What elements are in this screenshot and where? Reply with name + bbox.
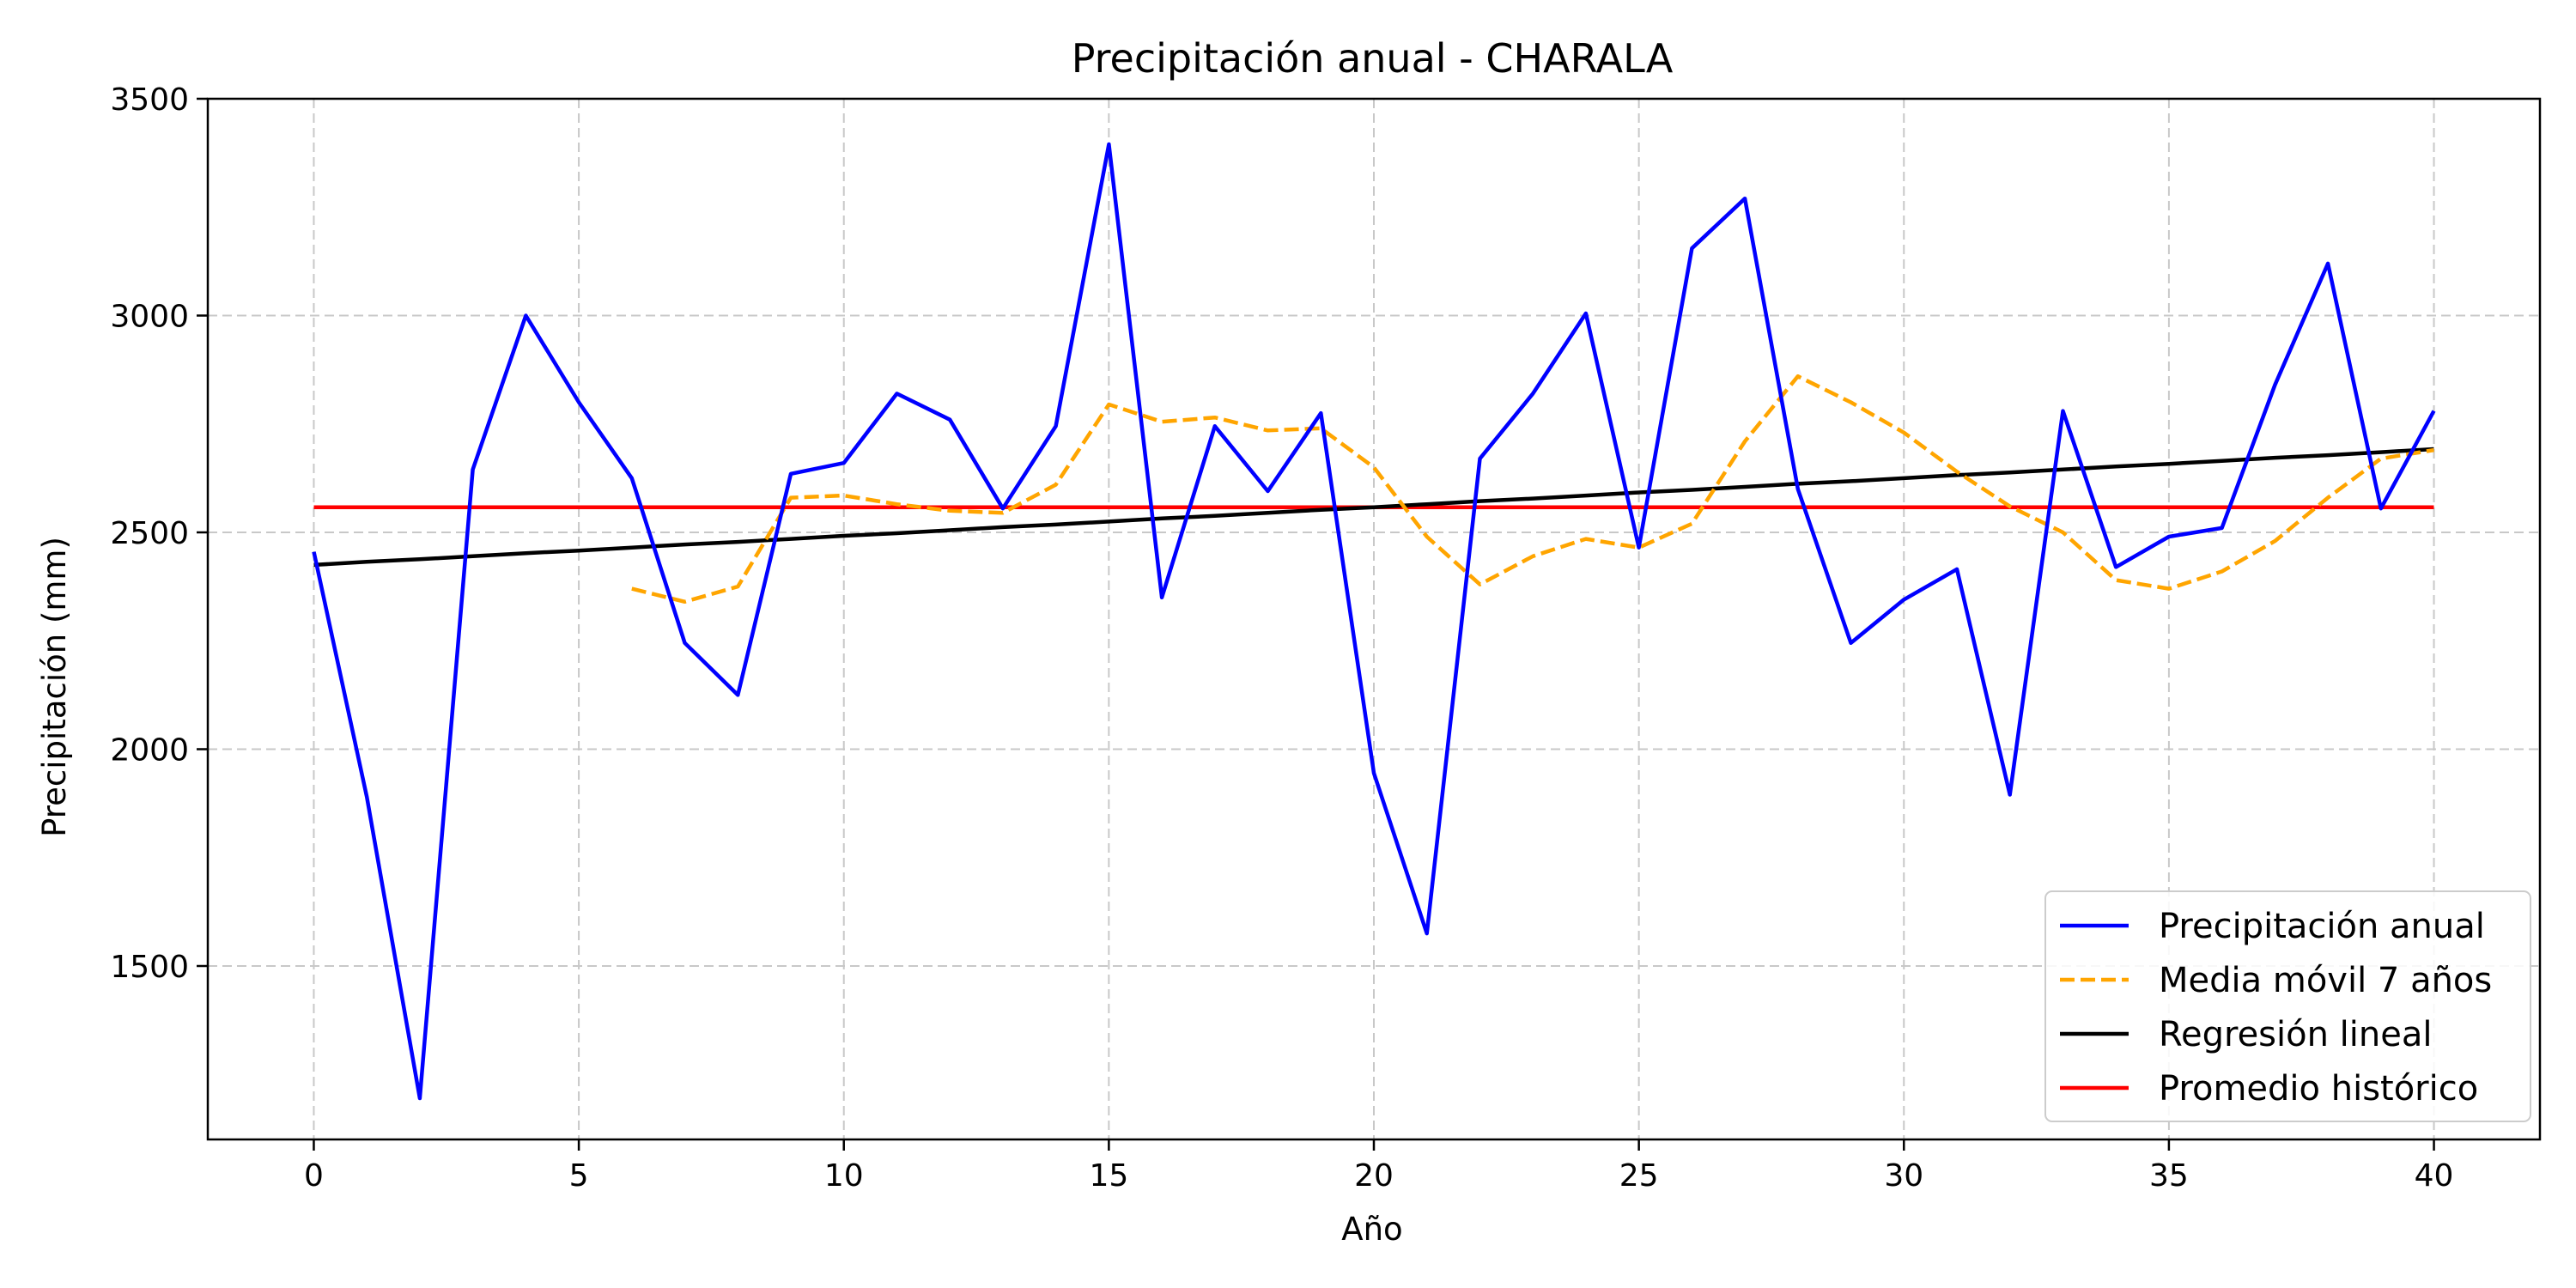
series-line-1 <box>312 142 2436 1101</box>
y-tick-label: 2500 <box>110 516 189 551</box>
x-tick-label: 40 <box>2415 1158 2454 1194</box>
x-tick-label: 25 <box>1619 1158 1659 1194</box>
x-tick-label: 0 <box>304 1158 324 1194</box>
x-tick-label: 10 <box>824 1158 864 1194</box>
legend-box <box>2044 890 2531 1122</box>
ticks: 0 5 10 15 20 25 30 35 40 1500 2000 2500 3000 3500 <box>110 82 2453 1194</box>
x-axis-title: Año <box>1341 1211 1402 1248</box>
legend-label: Precipitación anual <box>2159 907 2485 946</box>
y-tick-label: 1500 <box>110 950 189 985</box>
legend-label: Promedio histórico <box>2159 1069 2478 1109</box>
x-tick-label: 30 <box>1884 1158 1923 1194</box>
x-tick-label: 15 <box>1089 1158 1128 1194</box>
y-axis-title: Precipitación (mm) <box>36 537 73 837</box>
series-line-2 <box>631 374 2434 605</box>
series-layer <box>312 142 2436 1101</box>
chart-title: Precipitación anual - CHARALA <box>1072 35 1674 82</box>
x-tick-label: 5 <box>569 1158 589 1194</box>
y-tick-label: 2000 <box>110 733 189 769</box>
y-tick-label: 3500 <box>110 82 189 118</box>
x-tick-label: 35 <box>2149 1158 2189 1194</box>
legend-label: Regresión lineal <box>2159 1015 2432 1054</box>
x-tick-label: 20 <box>1354 1158 1394 1194</box>
legend-label: Media móvil 7 años <box>2159 961 2492 1000</box>
y-tick-label: 3000 <box>110 300 189 335</box>
legend: Precipitación anual Media móvil 7 años Reg… <box>2044 890 2531 1122</box>
